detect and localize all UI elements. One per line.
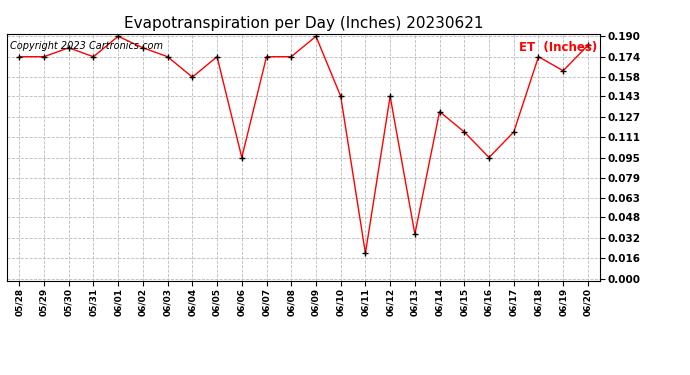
Text: Copyright 2023 Cartronics.com: Copyright 2023 Cartronics.com	[10, 41, 163, 51]
Text: ET  (Inches): ET (Inches)	[519, 41, 598, 54]
Title: Evapotranspiration per Day (Inches) 20230621: Evapotranspiration per Day (Inches) 2023…	[124, 16, 484, 31]
